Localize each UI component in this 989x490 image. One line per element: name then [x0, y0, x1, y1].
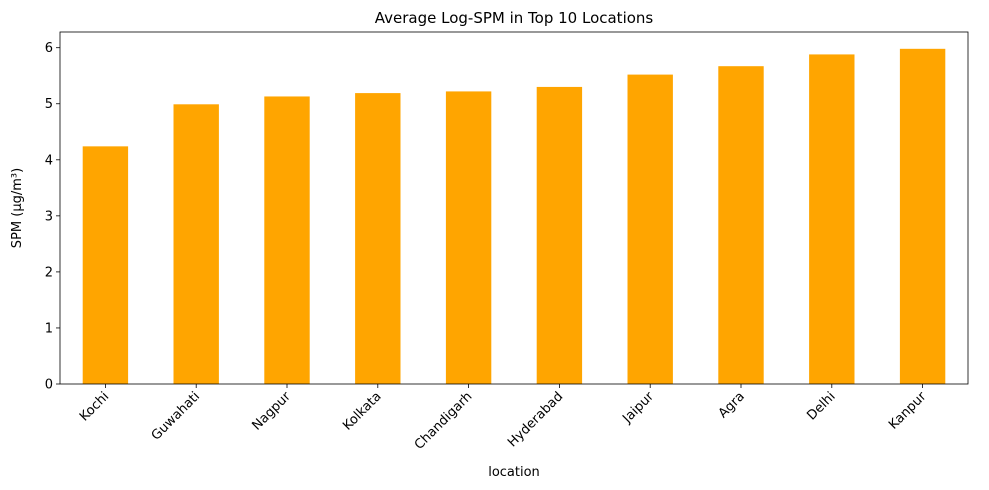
x-axis: Kochi Guwahati Nagpur Kolkata Chandigarh Hyde… — [77, 384, 930, 453]
bar-delhi — [809, 54, 855, 385]
y-tick-label: 4 — [45, 153, 53, 168]
y-tick-label: 5 — [45, 97, 53, 112]
x-tick-label: Hyderabad — [505, 389, 566, 450]
x-tick-label: Jaipur — [619, 389, 657, 427]
y-axis: 0 1 2 3 4 5 6 — [45, 41, 60, 393]
x-tick-label: Guwahati — [149, 389, 203, 443]
y-tick-label: 2 — [45, 265, 53, 280]
bar-agra — [718, 66, 764, 384]
x-tick-label: Nagpur — [249, 389, 294, 434]
y-axis-label: SPM (µg/m³) — [10, 168, 25, 248]
x-tick-label: Delhi — [804, 389, 838, 423]
bar-kochi — [82, 146, 129, 384]
bar-nagpur — [264, 96, 310, 385]
bar-hyderabad — [536, 86, 583, 385]
x-tick-label: Kolkata — [340, 389, 384, 433]
y-tick-label: 0 — [45, 378, 53, 393]
y-tick-label: 1 — [45, 321, 53, 336]
bar-guwahati — [173, 104, 219, 385]
chart-title: Average Log-SPM in Top 10 Locations — [375, 9, 654, 27]
x-tick-label: Kanpur — [886, 389, 930, 433]
plot-frame — [59, 31, 969, 385]
y-tick-label: 6 — [45, 41, 53, 56]
bar-chandigarh — [445, 91, 492, 385]
x-tick-label: Chandigarh — [412, 389, 476, 453]
bar-kanpur — [899, 48, 946, 385]
bars-group — [82, 48, 946, 385]
x-tick-label: Kochi — [77, 389, 112, 424]
x-tick-label: Agra — [716, 389, 748, 421]
bar-kolkata — [355, 93, 401, 384]
y-tick-label: 3 — [45, 209, 53, 224]
x-axis-label: location — [488, 465, 540, 480]
bar-jaipur — [627, 74, 673, 384]
